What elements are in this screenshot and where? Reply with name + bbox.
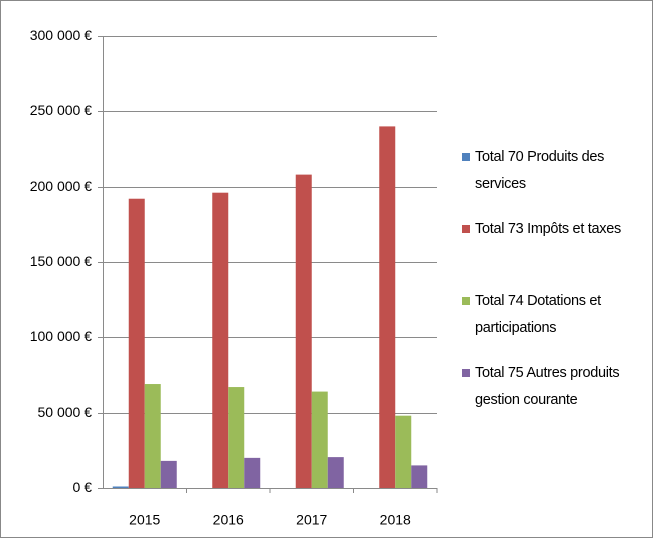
bar — [327, 457, 344, 488]
legend-item: Total 75 Autres produits gestion courant… — [462, 360, 650, 414]
legend-label: Total 75 Autres produits gestion courant… — [475, 365, 620, 408]
legend-swatch — [462, 369, 470, 377]
y-tick-label: 300 000 € — [30, 27, 92, 43]
legend-label: Total 70 Produits des services — [475, 149, 605, 192]
x-tick-label: 2017 — [296, 512, 327, 528]
bar — [311, 391, 328, 488]
legend-item: Total 70 Produits des services — [462, 144, 650, 198]
bar — [212, 192, 229, 488]
bar — [128, 198, 145, 488]
y-tick-label: 0 € — [73, 479, 93, 495]
bar — [395, 415, 412, 488]
bar — [244, 457, 261, 488]
legend-swatch — [462, 225, 470, 233]
bar — [379, 126, 396, 489]
bar — [411, 465, 428, 488]
x-tick-label: 2015 — [129, 512, 160, 528]
legend-item: Total 73 Impôts et taxes — [462, 216, 650, 243]
bar — [144, 384, 161, 488]
y-tick-label: 200 000 € — [30, 178, 92, 194]
bar — [228, 387, 245, 488]
y-tick-label: 50 000 € — [38, 404, 93, 420]
legend-item: Total 74 Dotations et participations — [462, 288, 650, 342]
legend-label: Total 74 Dotations et participations — [475, 293, 601, 336]
x-tick-label: 2018 — [380, 512, 411, 528]
legend-label: Total 73 Impôts et taxes — [475, 221, 621, 237]
x-tick-label: 2016 — [213, 512, 244, 528]
legend-swatch — [462, 153, 470, 161]
legend-swatch — [462, 297, 470, 305]
y-tick-label: 150 000 € — [30, 253, 92, 269]
y-tick-label: 100 000 € — [30, 328, 92, 344]
bar — [112, 486, 129, 488]
bar — [160, 460, 177, 488]
y-tick-label: 250 000 € — [30, 102, 92, 118]
bar — [295, 174, 312, 488]
